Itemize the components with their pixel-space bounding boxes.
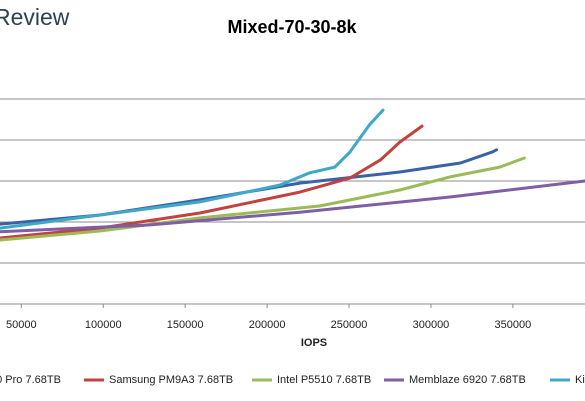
legend-label: Ki: [575, 374, 585, 386]
x-tick-label: 200000: [249, 319, 286, 331]
x-axis-label: IOPS: [301, 337, 327, 349]
legend-label: Memblaze 6920 7.68TB: [409, 374, 526, 386]
x-tick-label: 150000: [167, 319, 204, 331]
series-line: [0, 156, 526, 242]
chart-title: Mixed-70-30-8k: [227, 17, 357, 37]
x-tick-label: 50000: [6, 319, 37, 331]
series-line: [0, 179, 585, 234]
legend-label: Intel P5510 7.68TB: [277, 374, 371, 386]
legend-label: Samsung PM9A3 7.68TB: [109, 374, 233, 386]
logo: Review: [0, 4, 70, 30]
x-tick-label: 300000: [413, 319, 450, 331]
x-tick-label: 350000: [495, 319, 532, 331]
legend-label: 00 Pro 7.68TB: [0, 374, 61, 386]
x-tick-label: 250000: [331, 319, 368, 331]
series-line: [0, 108, 385, 230]
x-tick-label: 100000: [85, 319, 122, 331]
